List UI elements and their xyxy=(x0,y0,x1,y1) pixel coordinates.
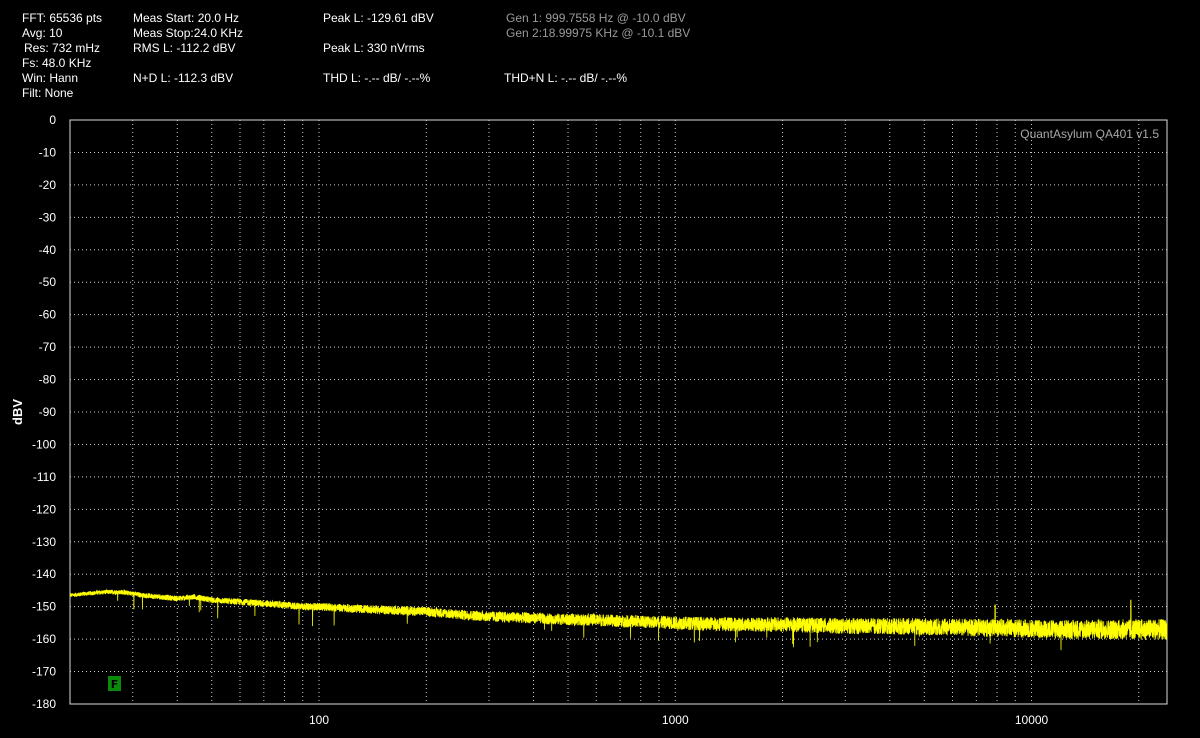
x-tick-label: 10000 xyxy=(1015,713,1049,727)
x-axis-ticks: 100 1000 10000 xyxy=(309,713,1049,727)
y-tick-label: -150 xyxy=(32,600,56,614)
y-tick-label: -70 xyxy=(39,340,57,354)
stat-thdn: THD+N L: -.-- dB/ -.--% xyxy=(504,71,628,85)
stat-avg: Avg: 10 xyxy=(22,26,63,40)
x-tick-label: 1000 xyxy=(662,713,689,727)
y-tick-label: -50 xyxy=(39,275,57,289)
y-axis-label: dBV xyxy=(10,399,25,425)
marker-f-label: F xyxy=(111,678,119,691)
stat-gen1: Gen 1: 999.7558 Hz @ -10.0 dBV xyxy=(506,11,686,25)
marker-f-box xyxy=(108,676,121,691)
y-tick-label: 0 xyxy=(49,113,56,127)
trace-layer xyxy=(69,588,1168,651)
y-tick-label: -10 xyxy=(39,145,57,159)
stat-fs: Fs: 48.0 KHz xyxy=(22,56,92,70)
stat-win: Win: Hann xyxy=(22,71,79,85)
marker-f[interactable]: F xyxy=(108,676,121,691)
y-tick-label: -60 xyxy=(39,308,57,322)
y-tick-label: -180 xyxy=(32,697,56,711)
stat-thd: THD L: -.-- dB/ -.--% xyxy=(323,71,431,85)
stat-gen2: Gen 2:18.99975 KHz @ -10.1 dBV xyxy=(506,26,691,40)
stat-nd: N+D L: -112.3 dBV xyxy=(133,71,234,85)
y-tick-label: -90 xyxy=(39,405,57,419)
y-tick-label: -170 xyxy=(32,665,56,679)
stat-peak-dbv: Peak L: -129.61 dBV xyxy=(323,11,434,25)
y-tick-label: -30 xyxy=(39,210,57,224)
y-tick-label: -130 xyxy=(32,535,56,549)
stat-res: Res: 732 mHz xyxy=(24,41,101,55)
grid xyxy=(70,120,1167,704)
stat-meas-stop: Meas Stop:24.0 KHz xyxy=(133,26,244,40)
stat-meas-start: Meas Start: 20.0 Hz xyxy=(133,11,240,25)
y-tick-label: -40 xyxy=(39,243,57,257)
y-tick-label: -110 xyxy=(33,470,56,484)
stat-filt: Filt: None xyxy=(22,86,74,100)
y-tick-label: -100 xyxy=(32,437,56,451)
y-tick-label: -140 xyxy=(32,567,56,581)
stat-fft: FFT: 65536 pts xyxy=(22,11,103,25)
stat-peak-nvrms: Peak L: 330 nVrms xyxy=(323,41,425,55)
spectrum-trace xyxy=(69,588,1168,651)
y-tick-label: -80 xyxy=(39,373,57,387)
x-tick-label: 100 xyxy=(309,713,329,727)
y-tick-label: -20 xyxy=(39,178,57,192)
watermark-text: QuantAsylum QA401 v1.5 xyxy=(1020,127,1159,141)
stat-rms: RMS L: -112.2 dBV xyxy=(133,41,236,55)
y-tick-label: -120 xyxy=(32,502,56,516)
y-axis-ticks: 0 -10 -20 -30 -40 -50 -60 -70 -80 -90 -100 -110 -120… xyxy=(32,113,56,711)
y-tick-label: -160 xyxy=(32,632,56,646)
